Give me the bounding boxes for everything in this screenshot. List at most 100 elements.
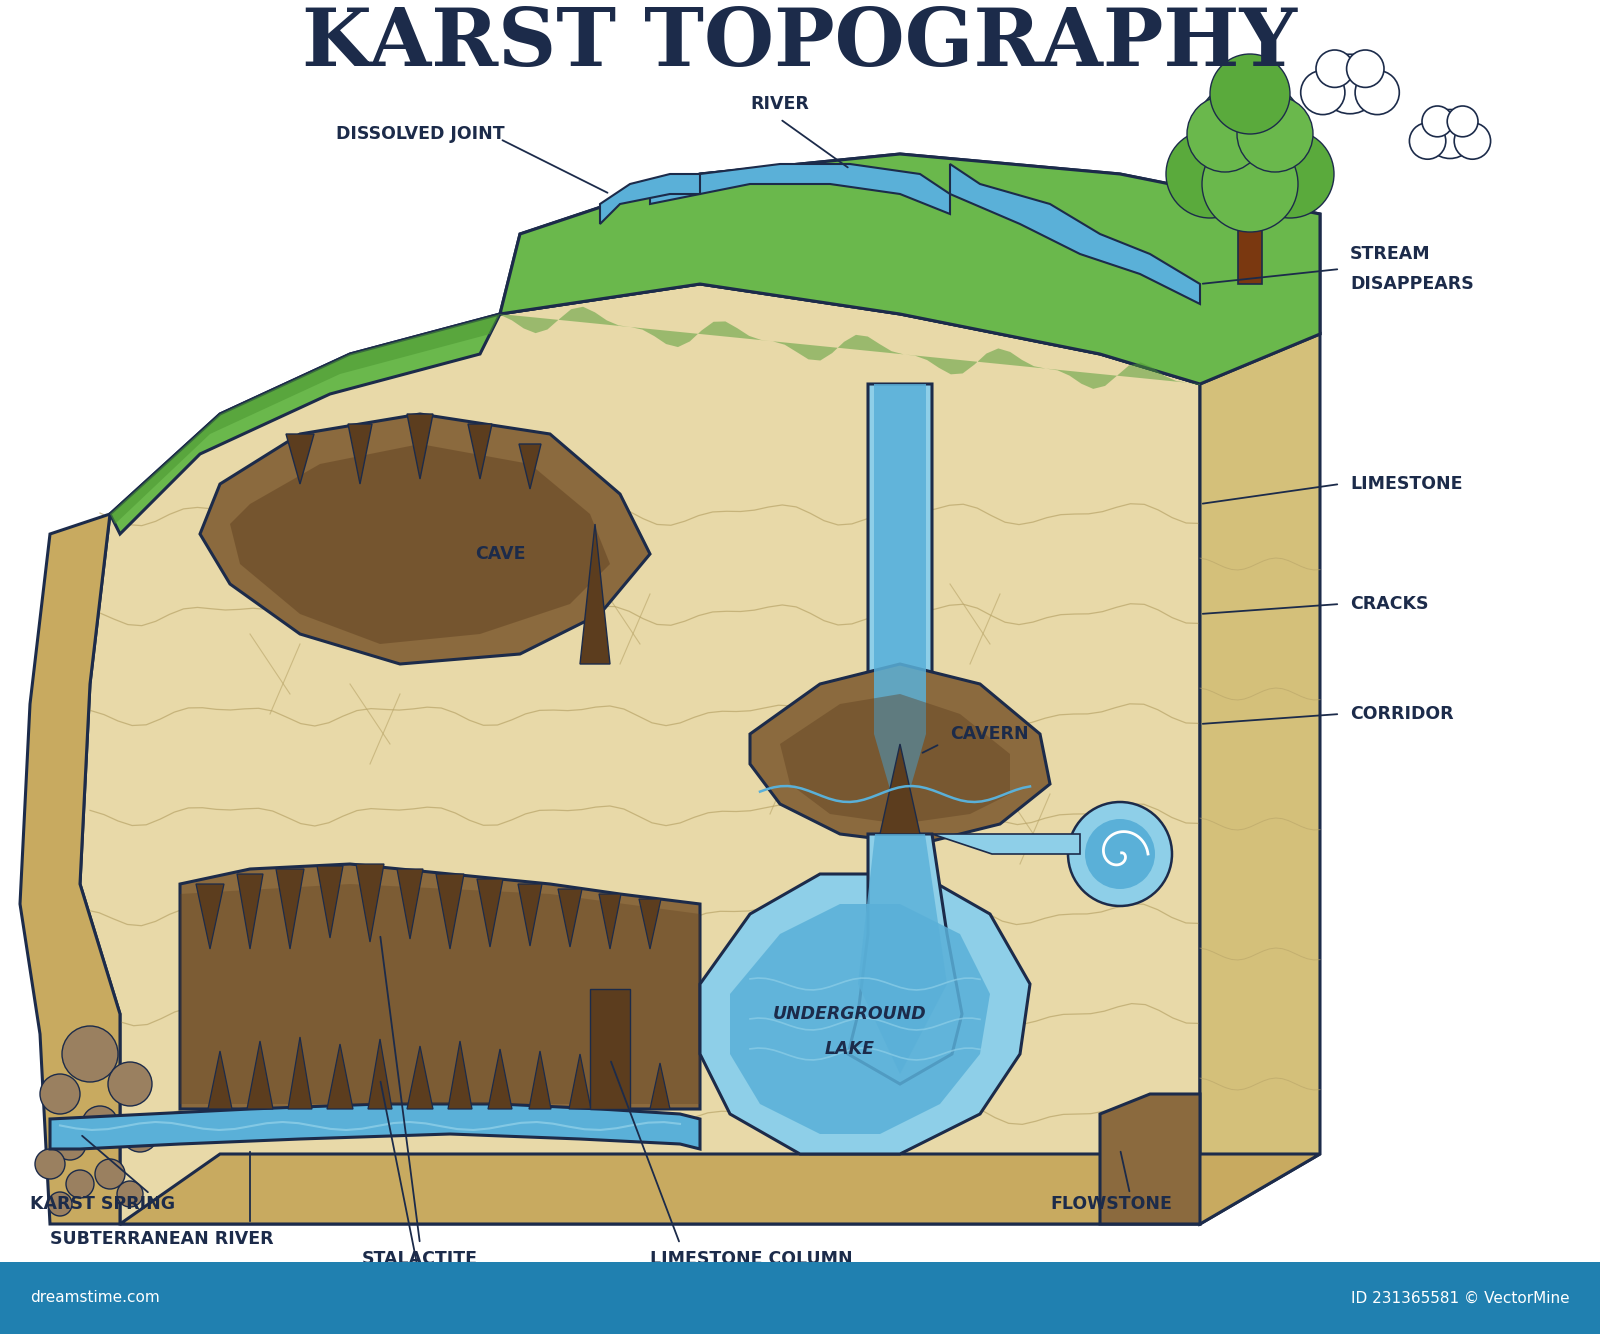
Circle shape	[109, 1062, 152, 1106]
Text: LIMESTONE: LIMESTONE	[1350, 475, 1462, 494]
Circle shape	[1446, 105, 1478, 137]
Polygon shape	[579, 524, 610, 664]
Polygon shape	[518, 444, 541, 490]
Polygon shape	[326, 1045, 354, 1109]
Polygon shape	[110, 313, 499, 534]
Text: CAVERN: CAVERN	[950, 724, 1029, 743]
Polygon shape	[435, 874, 464, 948]
Polygon shape	[638, 899, 661, 948]
Polygon shape	[874, 384, 926, 824]
Circle shape	[62, 1026, 118, 1082]
Text: LIMESTONE COLUMN: LIMESTONE COLUMN	[650, 1250, 853, 1269]
Polygon shape	[781, 694, 1010, 824]
Polygon shape	[931, 834, 1080, 854]
Polygon shape	[558, 888, 582, 947]
Circle shape	[1454, 123, 1491, 159]
Circle shape	[1347, 49, 1384, 88]
FancyBboxPatch shape	[0, 1262, 1600, 1334]
Circle shape	[54, 1129, 86, 1161]
Text: LAKE: LAKE	[826, 1041, 875, 1058]
Polygon shape	[467, 424, 493, 479]
Circle shape	[1237, 96, 1314, 172]
Text: DISSOLVED JOINT: DISSOLVED JOINT	[336, 125, 504, 143]
Polygon shape	[701, 874, 1030, 1154]
Text: STREAM: STREAM	[1350, 245, 1430, 263]
Circle shape	[122, 1117, 158, 1153]
Circle shape	[94, 1159, 125, 1189]
Polygon shape	[530, 1051, 550, 1109]
Polygon shape	[1238, 224, 1262, 284]
Text: CORRIDOR: CORRIDOR	[1350, 704, 1454, 723]
Polygon shape	[349, 424, 371, 484]
Polygon shape	[288, 1037, 312, 1109]
Polygon shape	[650, 164, 950, 213]
Polygon shape	[448, 1041, 472, 1109]
Polygon shape	[488, 1049, 512, 1109]
Text: KARST TOPOGRAPHY: KARST TOPOGRAPHY	[302, 5, 1298, 83]
Polygon shape	[355, 864, 384, 942]
Circle shape	[1246, 129, 1334, 217]
Circle shape	[1210, 53, 1290, 133]
Polygon shape	[368, 1039, 392, 1109]
Polygon shape	[19, 514, 120, 1225]
Text: ID 231365581 © VectorMine: ID 231365581 © VectorMine	[1352, 1290, 1570, 1306]
Polygon shape	[246, 1041, 274, 1109]
Polygon shape	[120, 1154, 1320, 1225]
Polygon shape	[179, 864, 701, 1109]
Circle shape	[66, 1170, 94, 1198]
Circle shape	[1069, 802, 1171, 906]
Polygon shape	[570, 1054, 590, 1109]
Text: dreamstime.com: dreamstime.com	[30, 1290, 160, 1306]
Polygon shape	[858, 834, 947, 1074]
Text: UNDERGROUND: UNDERGROUND	[773, 1005, 926, 1023]
Polygon shape	[598, 894, 621, 948]
Polygon shape	[750, 664, 1050, 844]
Polygon shape	[518, 884, 542, 946]
Text: DISAPPEARS: DISAPPEARS	[1350, 275, 1474, 293]
Polygon shape	[80, 284, 1200, 1225]
Polygon shape	[179, 884, 701, 1105]
Circle shape	[1301, 71, 1346, 115]
Text: KARST SPRING: KARST SPRING	[30, 1195, 174, 1213]
Text: RIVER: RIVER	[750, 95, 810, 113]
Polygon shape	[397, 868, 422, 939]
Polygon shape	[195, 884, 224, 948]
Polygon shape	[730, 904, 990, 1134]
Polygon shape	[867, 384, 931, 854]
Circle shape	[1426, 109, 1475, 159]
Polygon shape	[1200, 334, 1320, 1225]
Polygon shape	[880, 744, 920, 834]
Polygon shape	[406, 414, 434, 479]
Polygon shape	[200, 414, 650, 664]
Circle shape	[40, 1074, 80, 1114]
Circle shape	[1355, 71, 1400, 115]
Polygon shape	[848, 834, 962, 1085]
Text: STALAGMITE: STALAGMITE	[358, 1283, 482, 1301]
Circle shape	[1422, 105, 1453, 137]
Polygon shape	[1101, 1094, 1200, 1225]
Circle shape	[82, 1106, 118, 1142]
Text: SUBTERRANEAN RIVER: SUBTERRANEAN RIVER	[50, 1230, 274, 1249]
Circle shape	[1202, 136, 1298, 232]
Circle shape	[1410, 123, 1446, 159]
Text: CRACKS: CRACKS	[1350, 595, 1429, 614]
Polygon shape	[110, 313, 499, 524]
Circle shape	[35, 1149, 66, 1179]
Circle shape	[1166, 129, 1254, 217]
Circle shape	[1315, 49, 1354, 88]
Text: STALACTITE: STALACTITE	[362, 1250, 478, 1269]
Polygon shape	[406, 1046, 434, 1109]
Polygon shape	[277, 868, 304, 948]
Circle shape	[117, 1181, 142, 1207]
Polygon shape	[650, 1063, 670, 1109]
Polygon shape	[590, 988, 630, 1109]
Polygon shape	[499, 153, 1320, 384]
Polygon shape	[950, 164, 1200, 304]
Polygon shape	[499, 153, 1320, 384]
Circle shape	[48, 1193, 72, 1217]
Text: FLOWSTONE: FLOWSTONE	[1050, 1195, 1171, 1213]
Polygon shape	[477, 879, 502, 947]
Polygon shape	[286, 434, 314, 484]
Polygon shape	[610, 1059, 630, 1109]
Polygon shape	[50, 1105, 701, 1149]
